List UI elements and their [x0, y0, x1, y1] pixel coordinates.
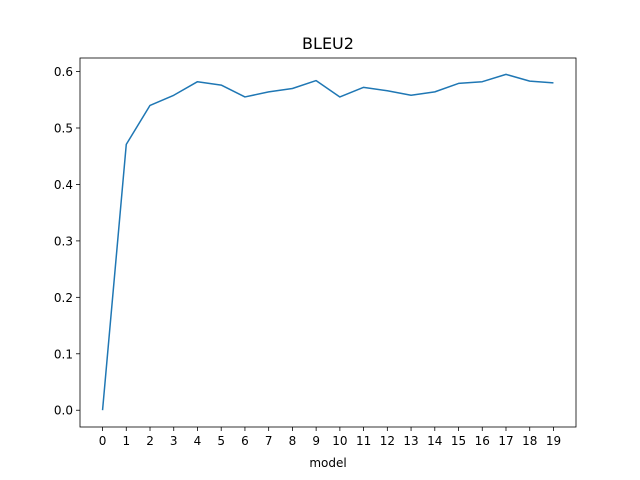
- x-tick-label: 9: [312, 434, 320, 448]
- x-tick-label: 8: [289, 434, 297, 448]
- y-tick-label: 0.5: [54, 121, 73, 135]
- x-tick-label: 15: [451, 434, 466, 448]
- y-tick-label: 0.1: [54, 347, 73, 361]
- x-tick-label: 14: [427, 434, 442, 448]
- y-tick-label: 0.2: [54, 291, 73, 305]
- plot-area: 0 1 2 3 4 5 6 7 8 9 10 11 12 13 14 15 16 17 18 19 0.00.10.2…: [54, 57, 577, 448]
- x-tick-label: 2: [146, 434, 154, 448]
- x-tick-label: 11: [356, 434, 371, 448]
- x-tick-label: 16: [475, 434, 490, 448]
- x-tick-label: 19: [546, 434, 561, 448]
- x-tick-label: 1: [122, 434, 130, 448]
- x-tick-label: 6: [241, 434, 249, 448]
- y-tick-label: 0.3: [54, 234, 73, 248]
- x-tick-label: 17: [498, 434, 513, 448]
- y-tick-label: 0.4: [54, 178, 73, 192]
- y-tick-label: 0.0: [54, 404, 73, 418]
- x-tick-label: 3: [170, 434, 178, 448]
- axes-frame: [79, 57, 577, 428]
- x-tick-label: 18: [522, 434, 537, 448]
- y-tick-label: 0.6: [54, 65, 73, 79]
- x-tick-label: 13: [403, 434, 418, 448]
- x-tick-label: 0: [99, 434, 107, 448]
- x-tick-label: 4: [194, 434, 202, 448]
- x-axis: 0 1 2 3 4 5 6 7 8 9 10 11 12 13 14 15 16 17 18 19: [99, 427, 561, 448]
- x-tick-label: 12: [380, 434, 395, 448]
- y-axis: 0.0 0.1 0.2 0.3 0.4 0.5 0.6: [54, 65, 80, 418]
- series-line: [101, 73, 554, 411]
- x-tick-label: 10: [332, 434, 347, 448]
- series-group: [101, 73, 554, 411]
- x-tick-label: 5: [217, 434, 225, 448]
- chart-title: BLEU2: [302, 34, 354, 53]
- x-tick-label: 7: [265, 434, 273, 448]
- x-axis-label: model: [309, 456, 346, 470]
